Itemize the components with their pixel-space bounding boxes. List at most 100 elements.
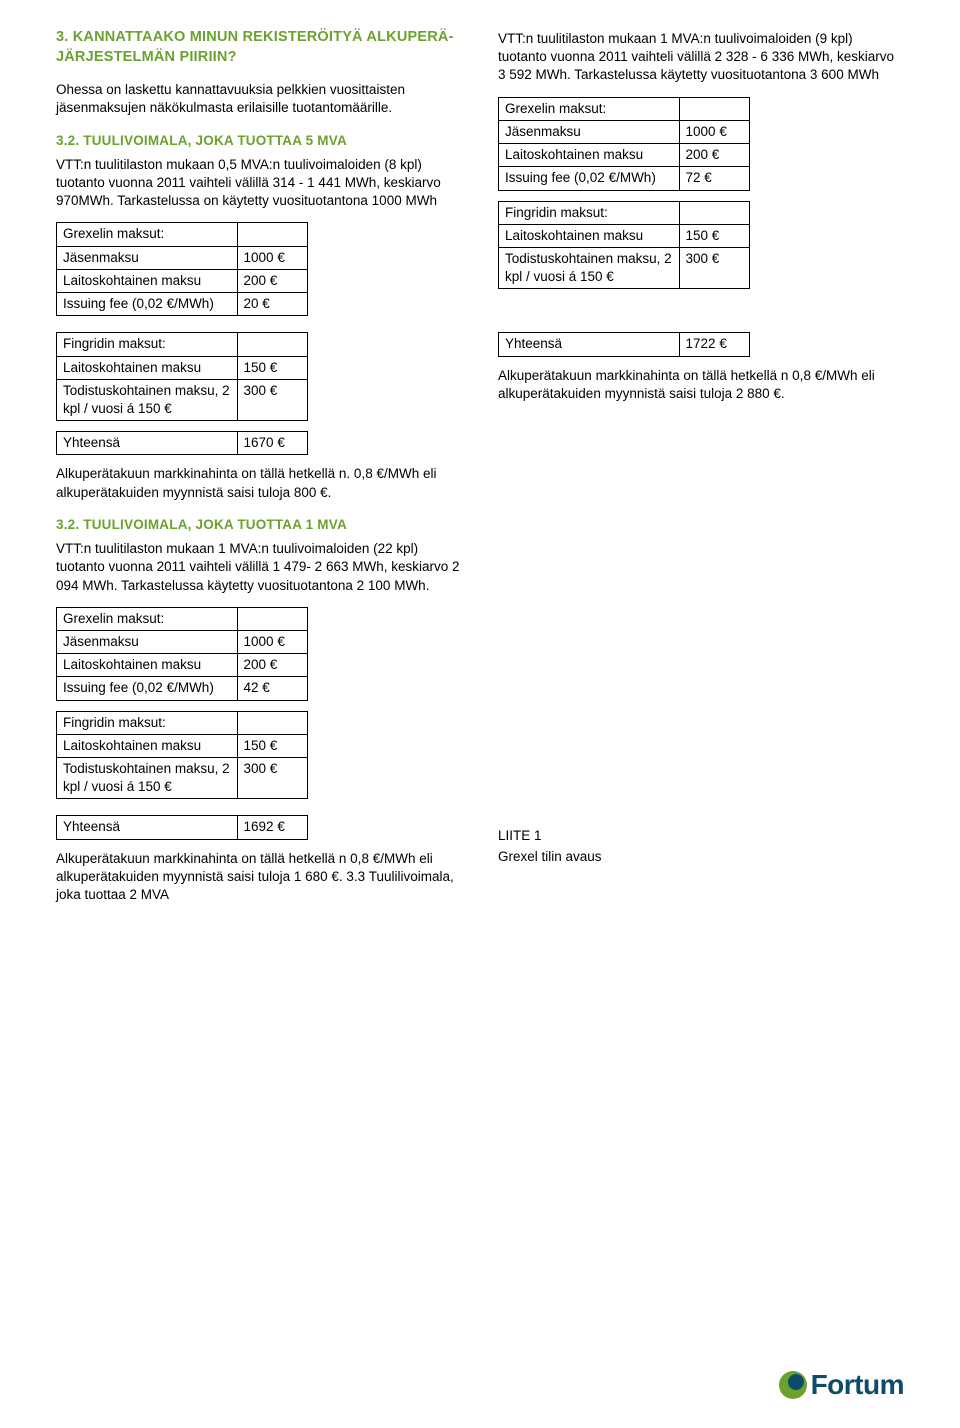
sec32b-right bbox=[498, 540, 904, 809]
right-intro: VTT:n tuulitilaston mukaan 1 MVA:n tuuli… bbox=[498, 30, 904, 85]
left-col: 3. Kannattaako minun rekisteröityä alkup… bbox=[56, 28, 462, 326]
cell-value: 1722 € bbox=[679, 333, 749, 356]
fingrid-table-2: Fingridin maksut: Laitoskohtainen maksu1… bbox=[498, 201, 750, 290]
note-right: Alkuperätakuun markkinahinta on tällä he… bbox=[498, 367, 904, 403]
table-row: Jäsenmaksu1000 € bbox=[57, 630, 308, 653]
cell-label: Yhteensä bbox=[499, 333, 680, 356]
note-right-col bbox=[498, 465, 904, 540]
table-row: Jäsenmaksu1000 € bbox=[499, 120, 750, 143]
sec32b-left: VTT:n tuulitilaston mukaan 1 MVA:n tuuli… bbox=[56, 540, 462, 809]
cell-label: Issuing fee (0,02 €/MWh) bbox=[499, 167, 680, 190]
grexel-table-2: Grexelin maksut: Jäsenmaksu1000 € Laitos… bbox=[498, 97, 750, 191]
cell-label: Laitoskohtainen maksu bbox=[499, 144, 680, 167]
table-row: Fingridin maksut: bbox=[57, 711, 308, 734]
cell-value: 72 € bbox=[679, 167, 749, 190]
tot3-row: Yhteensä1692 € Alkuperätakuun markkinahi… bbox=[56, 809, 904, 916]
table-row: Jäsenmaksu1000 € bbox=[57, 246, 308, 269]
mid-left: Fingridin maksut: Laitoskohtainen maksu1… bbox=[56, 326, 462, 465]
note-3: Alkuperätakuun markkinahinta on tällä he… bbox=[56, 850, 462, 905]
table-row: Laitoskohtainen maksu150 € bbox=[57, 734, 308, 757]
cell-label: Jäsenmaksu bbox=[499, 120, 680, 143]
table-row: Laitoskohtainen maksu200 € bbox=[57, 269, 308, 292]
cell-label: Fingridin maksut: bbox=[57, 711, 238, 734]
table-row: Grexelin maksut: bbox=[499, 97, 750, 120]
table-row: Laitoskohtainen maksu200 € bbox=[499, 144, 750, 167]
mid-columns: Fingridin maksut: Laitoskohtainen maksu1… bbox=[56, 326, 904, 465]
section-3-2b-body: VTT:n tuulitilaston mukaan 1 MVA:n tuuli… bbox=[56, 540, 462, 595]
total-3: Yhteensä1692 € bbox=[56, 815, 308, 839]
table-row: Issuing fee (0,02 €/MWh)72 € bbox=[499, 167, 750, 190]
sec32b: VTT:n tuulitilaston mukaan 1 MVA:n tuuli… bbox=[56, 540, 904, 809]
liite-line2: Grexel tilin avaus bbox=[498, 848, 904, 866]
note-left-col: Alkuperätakuun markkinahinta on tällä he… bbox=[56, 465, 462, 540]
cell-value: 300 € bbox=[237, 758, 307, 799]
table-row: Grexelin maksut: bbox=[57, 607, 308, 630]
fortum-logo-text: Fortum bbox=[811, 1366, 904, 1404]
page: 3. Kannattaako minun rekisteröityä alkup… bbox=[0, 0, 960, 1428]
cell-value: 1670 € bbox=[237, 432, 307, 455]
tot3-right: LIITE 1 Grexel tilin avaus bbox=[498, 809, 904, 916]
cell-value bbox=[237, 711, 307, 734]
cell-label: Todistuskohtainen maksu, 2 kpl / vuosi á… bbox=[57, 379, 238, 420]
cell-label: Fingridin maksut: bbox=[57, 333, 238, 356]
section-3-title: 3. Kannattaako minun rekisteröityä alkup… bbox=[56, 28, 462, 67]
fingrid-table-1: Fingridin maksut: Laitoskohtainen maksu1… bbox=[56, 332, 308, 421]
cell-label: Yhteensä bbox=[57, 816, 238, 839]
total-1: Yhteensä1670 € bbox=[56, 431, 308, 455]
cell-label: Grexelin maksut: bbox=[57, 223, 238, 246]
table-row: Grexelin maksut: bbox=[57, 223, 308, 246]
table-row: Todistuskohtainen maksu, 2 kpl / vuosi á… bbox=[57, 758, 308, 799]
cell-label: Laitoskohtainen maksu bbox=[57, 734, 238, 757]
cell-value: 42 € bbox=[237, 677, 307, 700]
table-row: Todistuskohtainen maksu, 2 kpl / vuosi á… bbox=[57, 379, 308, 420]
right-col: VTT:n tuulitilaston mukaan 1 MVA:n tuuli… bbox=[498, 28, 904, 326]
cell-value: 200 € bbox=[679, 144, 749, 167]
cell-value bbox=[237, 223, 307, 246]
mid-right: Yhteensä1722 € Alkuperätakuun markkinahi… bbox=[498, 326, 904, 465]
cell-label: Grexelin maksut: bbox=[499, 97, 680, 120]
cell-label: Grexelin maksut: bbox=[57, 607, 238, 630]
cell-label: Todistuskohtainen maksu, 2 kpl / vuosi á… bbox=[499, 247, 680, 288]
cell-label: Yhteensä bbox=[57, 432, 238, 455]
fortum-logo-icon bbox=[779, 1371, 807, 1399]
cell-label: Laitoskohtainen maksu bbox=[57, 654, 238, 677]
table-row: Issuing fee (0,02 €/MWh)42 € bbox=[57, 677, 308, 700]
cell-value: 150 € bbox=[237, 734, 307, 757]
section-3-intro: Ohessa on laskettu kannattavuuksia pelkk… bbox=[56, 81, 462, 117]
cell-value bbox=[237, 333, 307, 356]
grexel-table-1: Grexelin maksut: Jäsenmaksu1000 € Laitos… bbox=[56, 222, 308, 316]
table-row: Fingridin maksut: bbox=[499, 201, 750, 224]
note-left: Alkuperätakuun markkinahinta on tällä he… bbox=[56, 465, 462, 501]
cell-value: 300 € bbox=[679, 247, 749, 288]
fingrid-table-3: Fingridin maksut: Laitoskohtainen maksu1… bbox=[56, 711, 308, 800]
cell-label: Issuing fee (0,02 €/MWh) bbox=[57, 293, 238, 316]
tot3-left: Yhteensä1692 € Alkuperätakuun markkinahi… bbox=[56, 809, 462, 916]
table-row: Yhteensä1670 € bbox=[57, 432, 308, 455]
cell-value: 200 € bbox=[237, 269, 307, 292]
cell-value: 200 € bbox=[237, 654, 307, 677]
table-row: Fingridin maksut: bbox=[57, 333, 308, 356]
fortum-logo: Fortum bbox=[779, 1366, 904, 1404]
note-row: Alkuperätakuun markkinahinta on tällä he… bbox=[56, 465, 904, 540]
section-3-2-body: VTT:n tuulitilaston mukaan 0,5 MVA:n tuu… bbox=[56, 156, 462, 211]
cell-value: 20 € bbox=[237, 293, 307, 316]
table-row: Laitoskohtainen maksu150 € bbox=[499, 224, 750, 247]
cell-label: Laitoskohtainen maksu bbox=[57, 269, 238, 292]
cell-label: Jäsenmaksu bbox=[57, 630, 238, 653]
grexel-table-3: Grexelin maksut: Jäsenmaksu1000 € Laitos… bbox=[56, 607, 308, 701]
cell-value: 1000 € bbox=[679, 120, 749, 143]
cell-value: 300 € bbox=[237, 379, 307, 420]
section-3-2b-title: 3.2. Tuulivoimala, joka tuottaa 1 MVA bbox=[56, 516, 462, 534]
cell-value bbox=[679, 201, 749, 224]
cell-value bbox=[237, 607, 307, 630]
cell-value: 1000 € bbox=[237, 246, 307, 269]
cell-value: 150 € bbox=[237, 356, 307, 379]
cell-value: 1692 € bbox=[237, 816, 307, 839]
cell-value: 150 € bbox=[679, 224, 749, 247]
section-3-2-title: 3.2. Tuulivoimala, joka tuottaa 5 MVA bbox=[56, 132, 462, 150]
cell-value bbox=[679, 97, 749, 120]
top-columns: 3. Kannattaako minun rekisteröityä alkup… bbox=[56, 28, 904, 326]
table-row: Yhteensä1692 € bbox=[57, 816, 308, 839]
total-2: Yhteensä1722 € bbox=[498, 332, 750, 356]
table-row: Laitoskohtainen maksu150 € bbox=[57, 356, 308, 379]
